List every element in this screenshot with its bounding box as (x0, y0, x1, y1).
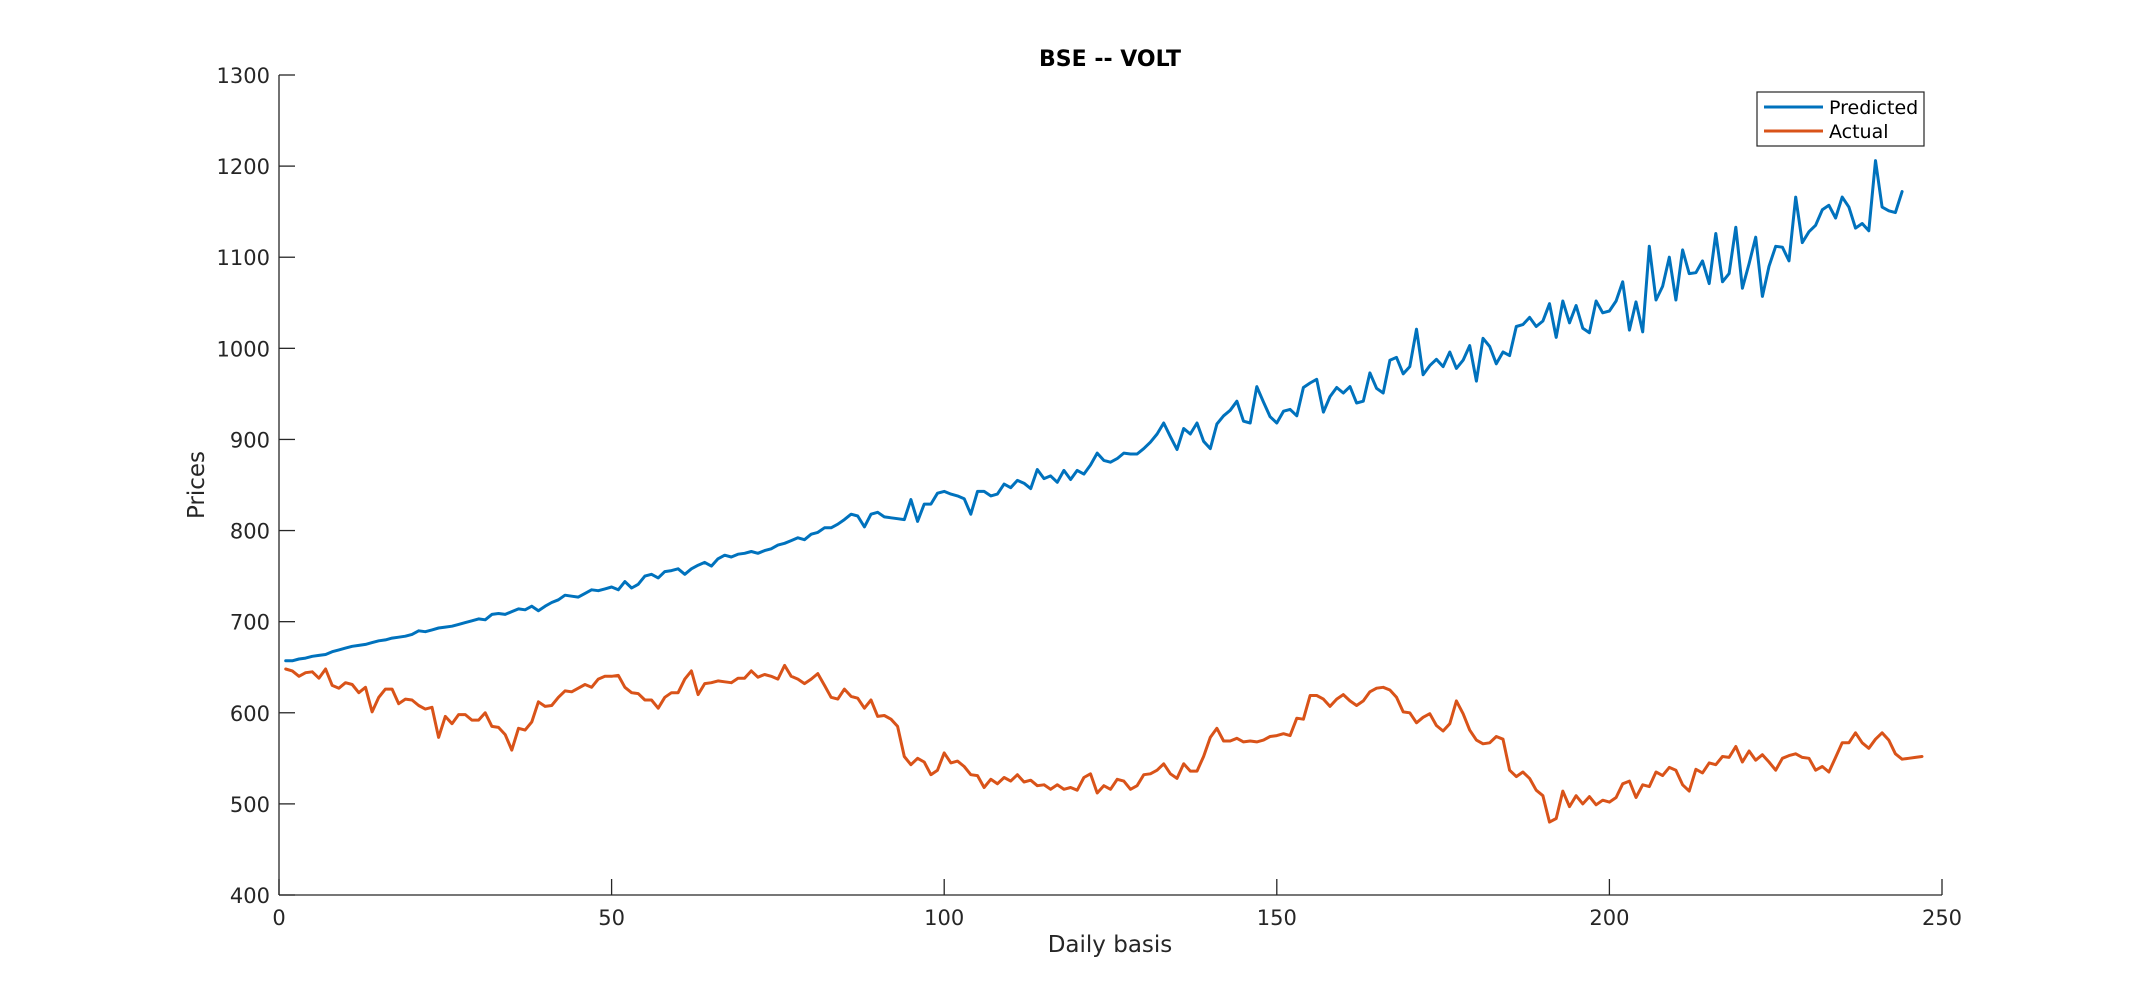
legend: Predicted Actual (1756, 91, 1925, 147)
y-tick-label: 1000 (217, 337, 270, 361)
chart-title: BSE -- VOLT (1039, 47, 1181, 72)
y-tick-label: 500 (230, 793, 270, 817)
y-tick-label: 400 (230, 884, 270, 908)
x-tick-label: 200 (1589, 906, 1629, 930)
plot-area (279, 75, 1942, 895)
series-layer (284, 159, 1924, 824)
y-axis-ticks: 400 500 600 700 800 900 1000 1100 1200 1300 (217, 64, 295, 908)
legend-box (1756, 91, 1925, 147)
x-tick-label: 250 (1922, 906, 1962, 930)
series-line-actual (284, 663, 1924, 824)
y-axis-label: Prices (184, 451, 210, 519)
series-line-predicted (284, 159, 1904, 663)
legend-label-predicted: Predicted (1829, 97, 1918, 119)
y-tick-label: 1300 (217, 64, 270, 88)
x-tick-label: 0 (272, 906, 285, 930)
y-tick-label: 1100 (217, 246, 270, 270)
y-tick-label: 700 (230, 611, 270, 635)
y-tick-label: 600 (230, 702, 270, 726)
y-tick-label: 900 (230, 428, 270, 452)
y-tick-label: 800 (230, 520, 270, 544)
x-tick-label: 50 (598, 906, 625, 930)
x-axis-label: Daily basis (1048, 932, 1173, 958)
y-tick-label: 1200 (217, 155, 270, 179)
x-tick-label: 100 (924, 906, 964, 930)
legend-label-actual: Actual (1829, 121, 1889, 143)
x-tick-label: 150 (1257, 906, 1297, 930)
x-axis-ticks: 0 50 100 150 200 250 (272, 879, 1962, 930)
